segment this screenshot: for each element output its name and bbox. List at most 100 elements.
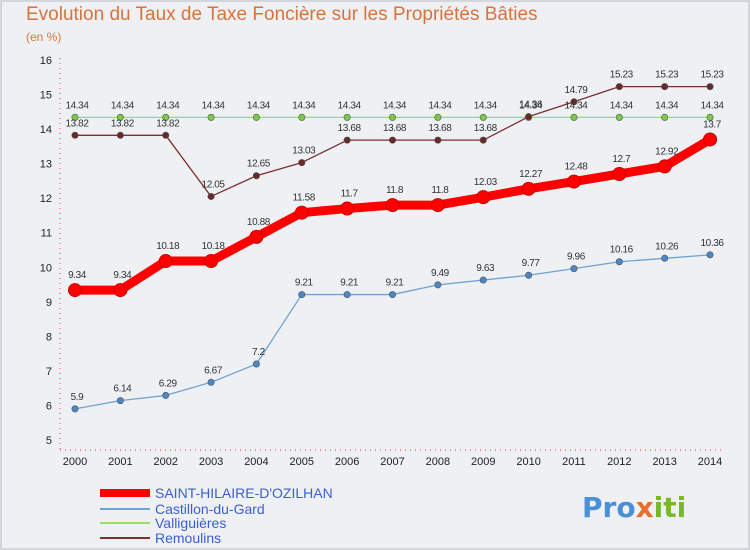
- data-point: [521, 181, 536, 196]
- data-label: 14.34: [564, 100, 588, 111]
- x-tick-label: 2004: [244, 456, 268, 468]
- x-tick-label: 2011: [562, 456, 586, 468]
- data-label: 10.26: [655, 241, 679, 252]
- data-point: [68, 283, 82, 298]
- data-point: [661, 83, 669, 91]
- data-label: 14.34: [202, 100, 226, 111]
- data-point: [566, 174, 581, 189]
- data-point: [71, 405, 79, 413]
- x-tick-label: 2010: [516, 456, 540, 468]
- data-label: 14.34: [610, 100, 634, 111]
- data-point: [479, 136, 487, 144]
- data-point: [615, 113, 623, 121]
- data-label: 12.03: [474, 177, 498, 188]
- y-tick-label: 16: [40, 55, 52, 67]
- data-label: 12.7: [612, 154, 631, 165]
- y-tick-label: 7: [46, 366, 52, 378]
- y-tick-label: 8: [46, 331, 52, 343]
- data-point: [430, 198, 445, 213]
- data-label: 9.34: [113, 270, 132, 281]
- y-tick-label: 5: [46, 435, 52, 447]
- data-point: [71, 131, 79, 139]
- data-point: [162, 391, 170, 399]
- data-label: 6.14: [113, 384, 132, 395]
- data-point: [615, 258, 623, 266]
- x-tick-label: 2014: [698, 456, 722, 468]
- data-label: 10.88: [247, 217, 271, 228]
- data-label: 12.65: [247, 159, 271, 170]
- data-point: [207, 378, 215, 386]
- y-tick-label: 14: [40, 124, 52, 136]
- y-tick-label: 12: [40, 193, 52, 205]
- x-tick-label: 2002: [153, 456, 177, 468]
- data-label: 15.23: [701, 70, 725, 81]
- data-label: 13.7: [703, 119, 722, 130]
- data-label: 14.34: [111, 100, 135, 111]
- data-point: [434, 136, 442, 144]
- data-label: 6.67: [204, 365, 223, 376]
- data-label: 13.68: [474, 123, 498, 134]
- data-point: [434, 113, 442, 121]
- data-point: [340, 201, 355, 216]
- data-label: 9.63: [476, 263, 495, 274]
- data-label: 14.36: [519, 100, 543, 111]
- data-label: 14.34: [474, 100, 498, 111]
- data-label: 14.34: [338, 100, 362, 111]
- data-point: [252, 172, 260, 180]
- proxiti-logo: Proxiti: [582, 491, 687, 524]
- data-label: 13.82: [156, 118, 180, 129]
- data-label: 12.92: [655, 146, 679, 157]
- data-label: 9.34: [68, 270, 87, 281]
- data-label: 10.18: [156, 241, 180, 252]
- data-label: 11.8: [386, 185, 404, 196]
- data-label: 10.16: [610, 245, 634, 256]
- data-label: 14.34: [247, 100, 271, 111]
- data-point: [389, 113, 397, 121]
- data-label: 14.34: [383, 100, 407, 111]
- data-label: 6.29: [159, 378, 178, 389]
- data-label: 13.82: [65, 118, 89, 129]
- x-tick-label: 2003: [199, 456, 223, 468]
- data-point: [249, 229, 264, 244]
- data-point: [570, 113, 578, 121]
- data-label: 14.34: [292, 100, 316, 111]
- y-tick-label: 11: [41, 228, 52, 240]
- x-tick-label: 2005: [290, 456, 314, 468]
- data-label: 14.34: [428, 100, 452, 111]
- x-tick-label: 2008: [426, 456, 450, 468]
- data-point: [207, 113, 215, 121]
- data-label: 12.05: [202, 179, 226, 190]
- data-label: 13.68: [428, 123, 452, 134]
- data-point: [343, 291, 351, 299]
- legend-label: SAINT-HILAIRE-D'OZILHAN: [155, 485, 333, 501]
- data-point: [207, 192, 215, 200]
- y-tick-label: 15: [40, 90, 52, 102]
- data-label: 9.77: [522, 258, 541, 269]
- data-point: [661, 113, 669, 121]
- x-tick-label: 2007: [380, 456, 404, 468]
- data-label: 15.23: [610, 70, 634, 81]
- data-point: [661, 254, 669, 262]
- data-point: [525, 271, 533, 279]
- data-point: [389, 136, 397, 144]
- data-label: 14.79: [564, 85, 588, 96]
- data-point: [706, 83, 714, 91]
- data-point: [298, 291, 306, 299]
- data-label: 13.82: [111, 118, 135, 129]
- data-point: [116, 131, 124, 139]
- data-point: [294, 205, 309, 220]
- data-point: [252, 113, 260, 121]
- data-point: [116, 113, 124, 121]
- data-label: 11.8: [431, 185, 449, 196]
- data-point: [116, 397, 124, 405]
- x-tick-label: 2012: [607, 456, 631, 468]
- data-point: [385, 198, 400, 213]
- legend-label: Remoulins: [155, 530, 221, 546]
- data-label: 9.21: [386, 278, 405, 289]
- data-point: [479, 113, 487, 121]
- chart-title: Evolution du Taux de Taxe Foncière sur l…: [26, 4, 538, 25]
- data-point: [71, 113, 79, 121]
- data-label: 11.7: [341, 189, 359, 200]
